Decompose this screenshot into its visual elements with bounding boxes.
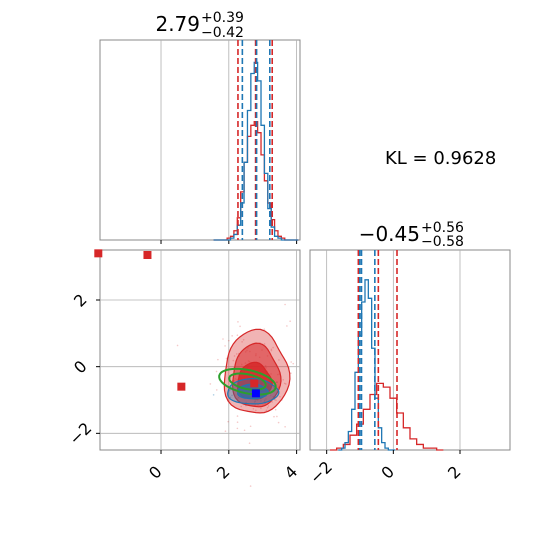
joint-blue-marker: [251, 389, 260, 398]
joint-red-sample: [232, 359, 235, 362]
right-x-tick-label: 2: [444, 462, 465, 483]
joint-red-sample: [263, 343, 266, 345]
joint-red-sample: [227, 339, 230, 342]
right-histogram-series: [330, 279, 444, 451]
right-x-ticks: −2 0 2: [306, 450, 465, 487]
joint-red-sample: [215, 389, 218, 391]
joint-x-ticks: 0 2 4: [145, 450, 301, 483]
joint-blue-sample: [229, 396, 232, 399]
joint-red-marker: [177, 382, 186, 391]
joint-red-sample: [243, 429, 246, 432]
joint-panel: −2 0 2 0 2 4: [65, 249, 319, 487]
right-x-tick-label: 0: [377, 462, 398, 483]
right-title: −0.45: [359, 222, 420, 246]
right-histogram-grid: [326, 250, 461, 450]
joint-red-sample: [284, 383, 287, 385]
joint-red-sample: [231, 335, 233, 337]
joint-y-tick-label: 0: [70, 357, 91, 378]
joint-red-sample: [249, 425, 252, 428]
joint-red-sample: [239, 325, 241, 328]
joint-red-sample: [224, 430, 227, 432]
joint-red-sample: [274, 408, 277, 411]
joint-red-sample: [255, 409, 257, 412]
joint-red-sample: [176, 344, 179, 347]
joint-red-sample: [224, 345, 226, 347]
joint-red-sample: [270, 349, 273, 352]
joint-red-sample: [270, 348, 273, 351]
right-histogram-panel: −2 0 2 −0.45 +0.56 −0.58: [306, 220, 511, 487]
joint-red-sample: [283, 382, 286, 385]
joint-red-sample: [282, 379, 285, 381]
joint-red-sample: [252, 407, 255, 410]
right-blue-histogram: [338, 279, 395, 451]
right-title-sub: −0.58: [421, 234, 464, 250]
joint-x-tick-label: 0: [145, 462, 166, 483]
joint-red-sample: [290, 361, 292, 363]
joint-red-marker: [250, 379, 259, 388]
joint-red-sample: [241, 341, 243, 343]
joint-red-sample: [273, 415, 275, 418]
joint-red-sample: [240, 405, 243, 408]
joint-red-sample: [222, 338, 224, 340]
joint-red-sample: [275, 399, 277, 401]
joint-red-sample: [290, 372, 292, 374]
right-histogram-quantiles: [357, 250, 398, 450]
joint-markers: [94, 249, 260, 398]
kl-label: KL = 0.9628: [385, 148, 496, 169]
right-title-sup: +0.56: [421, 220, 464, 236]
joint-red-sample: [209, 383, 212, 385]
joint-red-sample: [265, 409, 268, 412]
right-red-histogram: [330, 382, 444, 451]
joint-blue-sample: [212, 394, 215, 396]
top-histogram-quantiles: [237, 40, 274, 240]
joint-red-sample: [227, 420, 229, 423]
joint-x-tick-label: 4: [281, 462, 302, 483]
joint-x-tick-label: 2: [213, 462, 234, 483]
joint-red-sample: [277, 421, 280, 424]
top-histogram-grid: [160, 40, 298, 244]
joint-red-sample: [248, 442, 251, 444]
joint-red-sample: [286, 325, 288, 327]
joint-red-sample: [266, 406, 269, 409]
top-histogram-frame: [99, 39, 301, 241]
joint-red-sample: [284, 425, 286, 428]
joint-red-sample: [271, 401, 273, 403]
joint-red-sample: [217, 358, 219, 361]
joint-red-sample: [235, 353, 238, 355]
top-histogram-panel: 2.79 +0.39 −0.42: [99, 10, 301, 244]
joint-red-sample: [215, 370, 218, 373]
joint-y-tick-label: 2: [70, 290, 91, 311]
joint-red-sample: [242, 338, 245, 341]
joint-red-sample: [249, 485, 252, 487]
top-title-sub: −0.42: [201, 25, 244, 41]
joint-red-sample: [284, 303, 286, 306]
joint-red-sample: [237, 321, 239, 323]
joint-red-sample: [278, 359, 280, 361]
joint-red-marker: [94, 249, 103, 258]
joint-red-sample: [236, 415, 239, 417]
top-title: 2.79: [155, 12, 200, 36]
joint-y-ticks: −2 0 2: [65, 290, 100, 449]
joint-red-sample: [263, 328, 266, 330]
joint-red-sample: [236, 427, 239, 430]
joint-red-sample: [236, 421, 239, 424]
right-x-tick-label: −2: [306, 457, 336, 487]
joint-red-sample: [292, 362, 295, 365]
top-title-sup: +0.39: [201, 10, 244, 26]
joint-red-sample: [279, 395, 281, 398]
joint-red-sample: [272, 346, 274, 349]
joint-red-sample: [233, 355, 236, 357]
joint-grid: [100, 250, 300, 450]
joint-red-marker: [143, 251, 152, 259]
joint-y-tick-label: −2: [65, 419, 95, 449]
joint-red-sample: [260, 407, 262, 410]
joint-red-sample: [267, 405, 270, 407]
joint-red-sample: [276, 415, 278, 418]
joint-blue-sample: [231, 394, 233, 397]
joint-red-sample: [289, 320, 291, 323]
right-histogram-frame: [309, 249, 511, 451]
joint-red-sample: [236, 334, 239, 337]
